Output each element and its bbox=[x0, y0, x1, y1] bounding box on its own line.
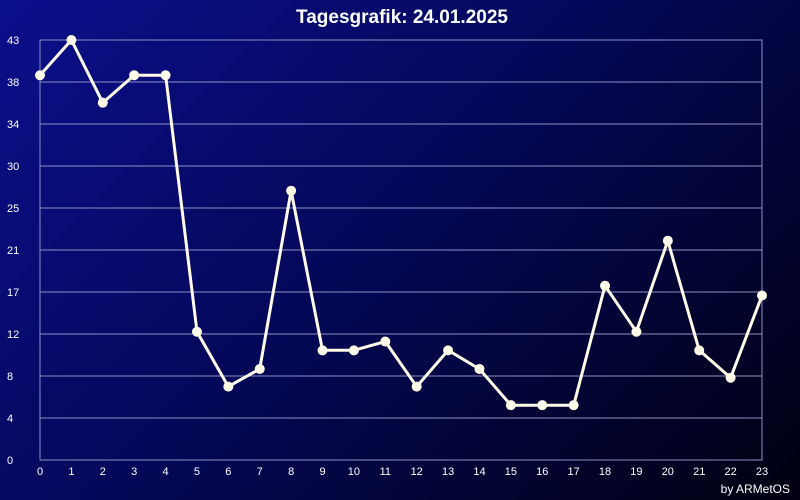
x-tick-label: 14 bbox=[473, 466, 485, 478]
x-tick-label: 22 bbox=[724, 466, 736, 478]
x-tick-label: 9 bbox=[319, 466, 325, 478]
y-tick-label: 12 bbox=[7, 329, 19, 341]
x-tick-label: 12 bbox=[411, 466, 423, 478]
x-tick-label: 8 bbox=[288, 466, 294, 478]
plot-frame bbox=[39, 39, 763, 461]
x-tick-label: 23 bbox=[756, 466, 768, 478]
data-point bbox=[348, 345, 359, 356]
grid-lines bbox=[40, 81, 762, 419]
data-point bbox=[568, 400, 579, 411]
x-tick-label: 10 bbox=[348, 466, 360, 478]
data-point bbox=[254, 363, 265, 374]
x-tick-label: 1 bbox=[68, 466, 74, 478]
data-point bbox=[317, 345, 328, 356]
x-tick-label: 21 bbox=[693, 466, 705, 478]
x-tick-label: 7 bbox=[257, 466, 263, 478]
data-point bbox=[537, 400, 548, 411]
y-tick-label: 17 bbox=[7, 287, 19, 299]
x-tick-label: 6 bbox=[225, 466, 231, 478]
x-tick-label: 17 bbox=[568, 466, 580, 478]
data-point bbox=[505, 400, 516, 411]
data-point bbox=[191, 326, 202, 337]
y-tick-label: 8 bbox=[7, 371, 13, 383]
y-tick-label: 21 bbox=[7, 245, 19, 257]
x-tick-label: 20 bbox=[662, 466, 674, 478]
x-tick-label: 2 bbox=[100, 466, 106, 478]
data-point bbox=[129, 70, 140, 81]
x-tick-label: 11 bbox=[380, 466, 391, 478]
data-point bbox=[35, 70, 45, 81]
data-point bbox=[474, 363, 485, 374]
x-tick-label: 15 bbox=[505, 466, 517, 478]
y-tick-label: 30 bbox=[7, 161, 19, 173]
y-axis-ticks: 0 4 8 12 17 21 25 30 34 38 43 bbox=[7, 35, 19, 467]
data-point bbox=[443, 345, 454, 356]
data-point bbox=[286, 185, 297, 196]
data-point bbox=[662, 235, 673, 246]
y-tick-label: 34 bbox=[7, 119, 19, 131]
x-tick-label: 18 bbox=[599, 466, 611, 478]
y-tick-label: 4 bbox=[7, 413, 13, 425]
data-point bbox=[97, 97, 108, 108]
data-point bbox=[66, 35, 77, 45]
data-point bbox=[223, 381, 234, 392]
y-tick-label: 0 bbox=[7, 455, 13, 467]
x-tick-label: 4 bbox=[163, 466, 169, 478]
y-tick-label: 38 bbox=[7, 77, 19, 89]
y-tick-label: 43 bbox=[7, 35, 19, 47]
data-point bbox=[160, 70, 171, 81]
x-tick-label: 5 bbox=[194, 466, 200, 478]
x-axis-ticks: 0 1 2 3 4 5 6 7 8 9 10 11 12 13 14 15 16 17 18 19 20 21 22 23 bbox=[37, 466, 768, 478]
x-tick-label: 0 bbox=[37, 466, 43, 478]
y-tick-label: 25 bbox=[7, 203, 19, 215]
x-tick-label: 19 bbox=[630, 466, 642, 478]
data-point bbox=[694, 345, 705, 356]
data-point bbox=[757, 290, 767, 301]
x-tick-label: 16 bbox=[536, 466, 548, 478]
credit-label: by ARMetOS bbox=[721, 482, 790, 496]
series-line bbox=[38, 38, 764, 407]
data-point bbox=[600, 280, 611, 291]
data-point bbox=[631, 326, 642, 337]
data-point bbox=[725, 372, 736, 383]
chart-title: Tagesgrafik: 24.01.2025 bbox=[296, 7, 508, 28]
data-point bbox=[411, 381, 422, 392]
x-tick-label: 3 bbox=[131, 466, 137, 478]
data-point bbox=[380, 336, 391, 347]
series bbox=[35, 35, 767, 411]
x-tick-label: 13 bbox=[442, 466, 454, 478]
